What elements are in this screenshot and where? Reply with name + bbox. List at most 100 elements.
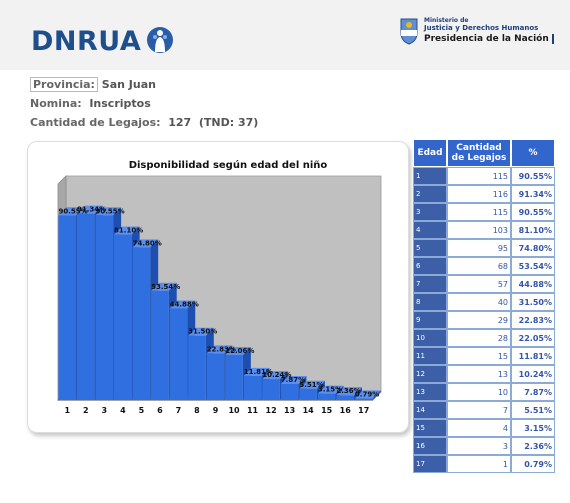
count-cell: 68 (447, 257, 511, 275)
count-cell: 57 (447, 275, 511, 293)
x-tick-label: 7 (176, 406, 182, 415)
age-cell: 2 (413, 185, 447, 203)
percent-cell: 90.55% (511, 167, 555, 185)
bar-value-label: 44.88% (170, 300, 199, 308)
age-cell: 11 (413, 347, 447, 365)
dnrua-logo[interactable]: DNRUA (31, 26, 142, 57)
page-header: DNRUA Ministerio de Justicia y Derechos … (0, 0, 570, 70)
legajos-label: Cantidad de Legajos: (30, 116, 161, 129)
count-cell: 7 (447, 401, 511, 419)
ministry-line-1: Ministerio de (424, 17, 469, 24)
table-row: 14 7 5.51% (413, 401, 555, 419)
x-tick-label: 9 (213, 406, 219, 415)
provincia-label: Provincia: (30, 77, 98, 92)
count-cell: 1 (447, 455, 511, 473)
family-logo-icon (147, 27, 173, 53)
percent-cell: 90.55% (511, 203, 555, 221)
bar-value-label: 90.55% (58, 207, 87, 215)
x-tick-label: 1 (64, 406, 70, 415)
x-tick-label: 6 (157, 406, 163, 415)
table-row: 1 115 90.55% (413, 167, 555, 185)
age-cell: 10 (413, 329, 447, 347)
table-row: 2 116 91.34% (413, 185, 555, 203)
ministry-line-2: Justicia y Derechos Humanos (424, 24, 539, 32)
bar-value-label: 7.87% (281, 376, 305, 384)
nomina-row: Nomina: Inscriptos (30, 97, 151, 110)
bar-value-label: 91.34% (77, 206, 106, 214)
percent-cell: 44.88% (511, 275, 555, 293)
chart-title: Disponibilidad según edad del niño (129, 159, 328, 171)
percent-cell: 22.05% (511, 329, 555, 347)
bar-value-label: 10.24% (262, 371, 291, 379)
ministry-line-3: Presidencia de la Nación (424, 34, 554, 44)
column-header: Edad (413, 139, 447, 167)
national-shield-icon (400, 18, 418, 45)
bar-value-label: 0.79% (355, 390, 379, 398)
count-cell: 3 (447, 437, 511, 455)
x-tick-label: 10 (228, 406, 240, 415)
percent-cell: 0.79% (511, 455, 555, 473)
table-row: 9 29 22.83% (413, 311, 555, 329)
x-tick-label: 12 (266, 406, 277, 415)
age-cell: 13 (413, 383, 447, 401)
age-data-table: Edad Cantidad de Legajos% 1 115 90.55% 2 116 9… (413, 139, 555, 473)
count-cell: 115 (447, 167, 511, 185)
column-header: % (511, 139, 555, 167)
table-row: 10 28 22.05% (413, 329, 555, 347)
age-cell: 8 (413, 293, 447, 311)
count-cell: 4 (447, 419, 511, 437)
bar-value-label: 5.51% (299, 381, 323, 389)
percent-cell: 74.80% (511, 239, 555, 257)
table-row: 12 13 10.24% (413, 365, 555, 383)
bar-value-label: 90.55% (96, 207, 125, 215)
x-tick-label: 4 (120, 406, 126, 415)
x-tick-label: 15 (321, 406, 333, 415)
bar-value-label: 11.81% (244, 368, 273, 376)
bar-17 (354, 390, 381, 400)
percent-cell: 2.36% (511, 437, 555, 455)
bar-value-label: 22.83% (207, 345, 236, 353)
age-cell: 14 (413, 401, 447, 419)
table-row: 3 115 90.55% (413, 203, 555, 221)
percent-cell: 10.24% (511, 365, 555, 383)
count-cell: 28 (447, 329, 511, 347)
tnd-value: (TND: 37) (198, 116, 259, 129)
x-tick-label: 3 (102, 406, 108, 415)
x-tick-label: 8 (194, 406, 200, 415)
chart-canvas: Disponibilidad según edad del niño 90.55… (57, 159, 382, 415)
legajos-row: Cantidad de Legajos: 127 (TND: 37) (30, 116, 258, 129)
percent-cell: 81.10% (511, 221, 555, 239)
percent-cell: 11.81% (511, 347, 555, 365)
x-tick-label: 16 (340, 406, 352, 415)
age-cell: 6 (413, 257, 447, 275)
legajos-value: 127 (168, 116, 192, 129)
percent-cell: 91.34% (511, 185, 555, 203)
nomina-label: Nomina: (30, 97, 82, 110)
x-tick-label: 17 (358, 406, 369, 415)
bar-value-label: 31.50% (188, 328, 217, 336)
count-cell: 116 (447, 185, 511, 203)
table-row: 16 3 2.36% (413, 437, 555, 455)
table-row: 13 10 7.87% (413, 383, 555, 401)
table-row: 6 68 53.54% (413, 257, 555, 275)
percent-cell: 22.83% (511, 311, 555, 329)
percent-cell: 3.15% (511, 419, 555, 437)
percent-cell: 7.87% (511, 383, 555, 401)
age-cell: 5 (413, 239, 447, 257)
age-cell: 15 (413, 419, 447, 437)
age-cell: 17 (413, 455, 447, 473)
table-row: 7 57 44.88% (413, 275, 555, 293)
table-row: 4 103 81.10% (413, 221, 555, 239)
percent-cell: 31.50% (511, 293, 555, 311)
bar-value-label: 81.10% (114, 227, 143, 235)
age-cell: 16 (413, 437, 447, 455)
percent-cell: 5.51% (511, 401, 555, 419)
count-cell: 103 (447, 221, 511, 239)
count-cell: 95 (447, 239, 511, 257)
ministry-logo[interactable]: Ministerio de Justicia y Derechos Humano… (398, 13, 554, 57)
provincia-value: San Juan (101, 78, 156, 91)
x-tick-label: 13 (284, 406, 295, 415)
provincia-row: Provincia: San Juan (30, 77, 156, 92)
count-cell: 13 (447, 365, 511, 383)
column-header: Cantidad de Legajos (447, 139, 511, 167)
